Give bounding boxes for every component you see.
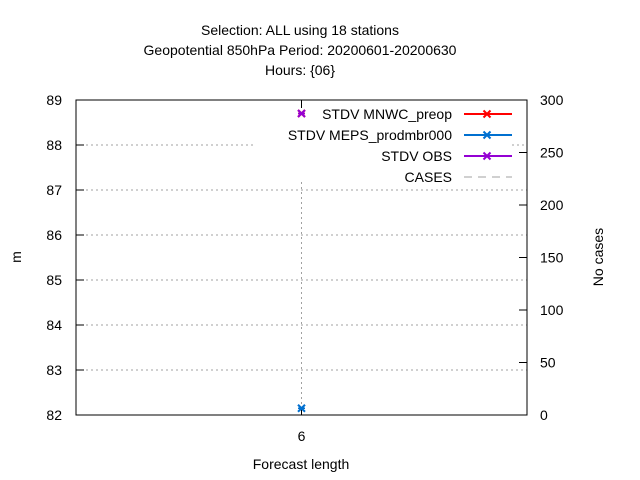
y-tick-label: 84 — [46, 317, 62, 333]
title-line: Geopotential 850hPa Period: 20200601-202… — [144, 42, 457, 58]
y2-tick-label: 0 — [540, 407, 548, 423]
data-point — [297, 109, 306, 118]
tick-labels: 82 83 84 85 86 87 88 89 0 50 100 150 200 250 300 6 — [46, 92, 563, 444]
y2-tick-label: 100 — [540, 302, 564, 318]
grid — [76, 144, 527, 415]
y2-tick-label: 150 — [540, 250, 564, 266]
legend-marker — [482, 109, 492, 119]
series — [297, 109, 306, 413]
y-tick-label: 89 — [46, 92, 62, 108]
axes — [75, 99, 528, 416]
y-tick-label: 82 — [46, 407, 62, 423]
y2-axis-label: No cases — [590, 228, 606, 286]
legend-label: STDV MNWC_preop — [322, 106, 452, 122]
x-tick-label: 6 — [298, 428, 306, 444]
title-line: Hours: {06} — [265, 62, 335, 78]
chart-title: Selection: ALL using 18 stations Geopoten… — [144, 22, 457, 78]
y2-tick-label: 200 — [540, 197, 564, 213]
y2-tick-label: 250 — [540, 145, 564, 161]
y-tick-label: 88 — [46, 137, 62, 153]
x-axis-label: Forecast length — [253, 456, 350, 472]
legend-label: STDV MEPS_prodmbr000 — [288, 127, 452, 143]
legend-label: CASES — [405, 169, 452, 185]
legend-marker — [482, 130, 492, 140]
y-axis-label: m — [8, 251, 24, 263]
y2-tick-label: 300 — [540, 92, 564, 108]
y-tick-label: 85 — [46, 272, 62, 288]
y-tick-label: 87 — [46, 182, 62, 198]
legend-label: STDV OBS — [381, 148, 452, 164]
data-point — [297, 404, 306, 413]
title-line: Selection: ALL using 18 stations — [201, 22, 399, 38]
y-tick-label: 86 — [46, 227, 62, 243]
legend: STDV MNWC_preop STDV MEPS_prodmbr000 STDV … — [288, 106, 512, 185]
y2-tick-label: 50 — [540, 355, 556, 371]
y-tick-label: 83 — [46, 362, 62, 378]
legend-marker — [482, 151, 492, 161]
